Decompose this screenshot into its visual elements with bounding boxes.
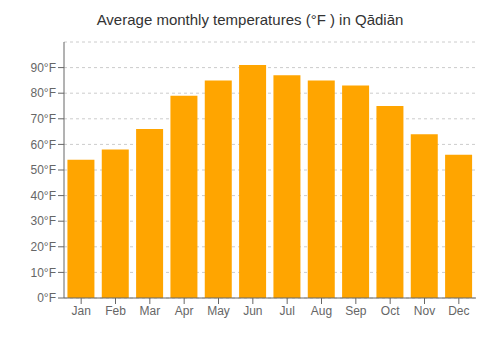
svg-text:Jun: Jun (243, 304, 262, 318)
svg-text:40°F: 40°F (31, 189, 56, 203)
svg-text:Dec: Dec (448, 304, 469, 318)
svg-text:Apr: Apr (175, 304, 194, 318)
svg-text:Feb: Feb (105, 304, 126, 318)
svg-text:70°F: 70°F (31, 112, 56, 126)
svg-text:90°F: 90°F (31, 61, 56, 75)
svg-text:May: May (207, 304, 230, 318)
svg-text:Aug: Aug (311, 304, 332, 318)
svg-text:50°F: 50°F (31, 163, 56, 177)
svg-text:60°F: 60°F (31, 138, 56, 152)
svg-text:0°F: 0°F (37, 291, 56, 305)
svg-text:Mar: Mar (139, 304, 160, 318)
svg-text:20°F: 20°F (31, 240, 56, 254)
svg-text:10°F: 10°F (31, 266, 56, 280)
svg-text:Nov: Nov (414, 304, 435, 318)
svg-text:80°F: 80°F (31, 86, 56, 100)
html-text:Average monthly temperatures (: Average monthly temperatures (°F ) in Qā… (96, 11, 404, 28)
svg-text:Jan: Jan (71, 304, 90, 318)
svg-text:Jul: Jul (279, 304, 294, 318)
svg-text:Sep: Sep (345, 304, 367, 318)
svg-text:Oct: Oct (381, 304, 400, 318)
svg-text:30°F: 30°F (31, 214, 56, 228)
